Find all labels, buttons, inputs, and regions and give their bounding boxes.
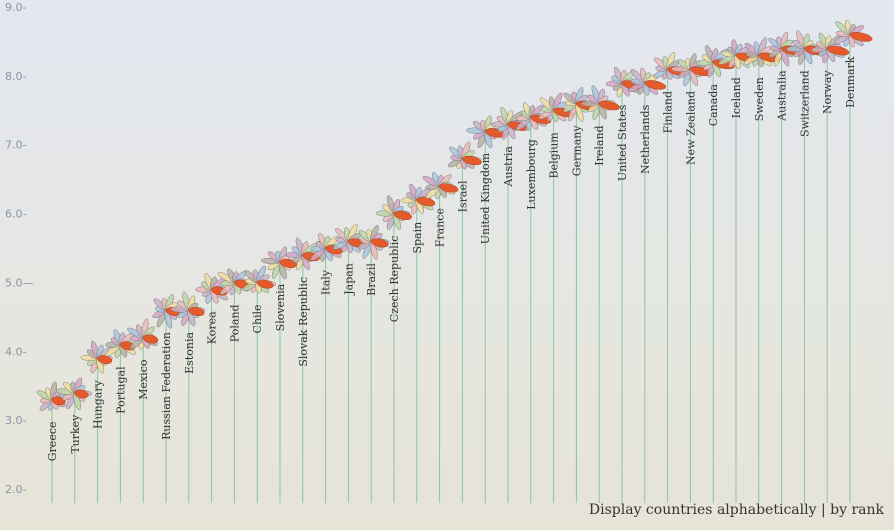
country-label: Greece — [46, 421, 59, 461]
country-label: Denmark — [844, 56, 857, 108]
flower-israel[interactable] — [447, 141, 482, 170]
country-label: Finland — [662, 91, 675, 133]
country-label: Turkey — [69, 414, 82, 454]
country-label: Estonia — [183, 332, 196, 374]
country-label: Russian Federation — [160, 332, 173, 440]
flower-czech-republic[interactable] — [375, 195, 413, 231]
y-tick-label: 7.0- — [5, 139, 26, 152]
flower-highlight-petal — [51, 396, 66, 406]
flower-austria[interactable] — [490, 106, 529, 140]
labels-layer: Greece Turkey Hungary Portugal Mexico Russian… — [46, 56, 857, 461]
country-label: Norway — [821, 70, 834, 114]
sort-controls: Display countries alphabetically | by ra… — [589, 502, 884, 518]
sort-alphabetically-link[interactable]: Display countries alphabetically — [588, 502, 817, 518]
country-label: United States — [616, 104, 629, 181]
sort-separator: | — [820, 502, 826, 518]
flower-highlight-petal — [849, 32, 873, 42]
flower-slovenia[interactable] — [260, 246, 298, 280]
sort-by-rank-link[interactable]: by rank — [830, 502, 884, 518]
country-label: Iceland — [730, 77, 743, 118]
flower-ireland[interactable] — [581, 85, 620, 121]
flower-turkey[interactable] — [55, 377, 92, 411]
country-label: Germany — [570, 125, 583, 177]
y-tick-label: 5.0— — [5, 276, 34, 289]
country-label: Portugal — [114, 366, 127, 414]
flower-germany[interactable] — [562, 86, 598, 122]
stems-layer — [51, 34, 851, 503]
country-label: Netherlands — [639, 104, 652, 174]
flower-highlight-petal — [256, 279, 274, 289]
flower-spain[interactable] — [400, 183, 436, 215]
y-tick-label: 2.0- — [5, 483, 26, 496]
country-label: Sweden — [753, 77, 766, 121]
flower-highlight-petal — [74, 389, 89, 399]
flower-highlight-petal — [462, 155, 482, 166]
country-label: Korea — [206, 311, 219, 344]
country-label: Hungary — [92, 379, 105, 429]
flower-norway[interactable] — [811, 32, 850, 64]
flower-highlight-petal — [439, 183, 459, 193]
y-tick-label: 8.0- — [5, 70, 26, 83]
flowers-layer — [36, 19, 873, 412]
flower-france[interactable] — [422, 171, 459, 200]
flower-highlight-petal — [644, 80, 666, 90]
country-label: United Kingdom — [479, 152, 492, 244]
y-tick-label: 6.0- — [5, 208, 26, 221]
flower-highlight-petal — [142, 334, 159, 344]
y-tick-label: 4.0- — [5, 345, 26, 358]
country-label: New Zealand — [684, 91, 697, 165]
country-label: Slovenia — [274, 283, 287, 331]
flower-iceland[interactable] — [718, 39, 759, 70]
country-label: Chile — [251, 304, 264, 333]
country-label: Canada — [707, 84, 720, 127]
country-label: France — [434, 208, 447, 247]
country-label: Italy — [320, 269, 333, 295]
country-label: Luxembourg — [525, 139, 538, 210]
flower-mexico[interactable] — [126, 318, 159, 351]
country-label: Israel — [456, 180, 469, 212]
country-label: Slovak Republic — [297, 277, 310, 367]
country-label: Switzerland — [798, 70, 811, 137]
country-label: Austria — [502, 146, 515, 188]
flower-korea[interactable] — [195, 272, 230, 304]
flower-chile[interactable] — [242, 265, 277, 295]
flower-denmark[interactable] — [833, 19, 873, 48]
country-label: Belgium — [548, 132, 561, 179]
y-tick-label: 3.0- — [5, 414, 26, 427]
flower-highlight-petal — [393, 210, 413, 221]
flower-highlight-petal — [598, 100, 620, 111]
flower-italy[interactable] — [309, 232, 343, 262]
flower-highlight-petal — [188, 307, 205, 317]
country-label: Ireland — [593, 125, 606, 165]
flower-highlight-petal — [826, 45, 850, 56]
flower-sweden[interactable] — [743, 37, 782, 68]
flower-brazil[interactable] — [357, 224, 390, 260]
country-label: Czech Republic — [388, 236, 401, 323]
flower-highlight-petal — [370, 238, 389, 248]
country-label: Mexico — [137, 359, 150, 400]
country-label: Japan — [342, 263, 355, 296]
country-label: Poland — [228, 304, 241, 342]
flower-new-zealand[interactable] — [671, 53, 712, 87]
flower-estonia[interactable] — [170, 291, 205, 327]
y-tick-label: 9.0- — [5, 1, 26, 14]
country-label: Spain — [411, 222, 424, 254]
flower-greece[interactable] — [36, 381, 71, 412]
country-label: Brazil — [365, 263, 378, 296]
country-label: Australia — [776, 70, 789, 122]
flower-belgium[interactable] — [537, 92, 575, 123]
